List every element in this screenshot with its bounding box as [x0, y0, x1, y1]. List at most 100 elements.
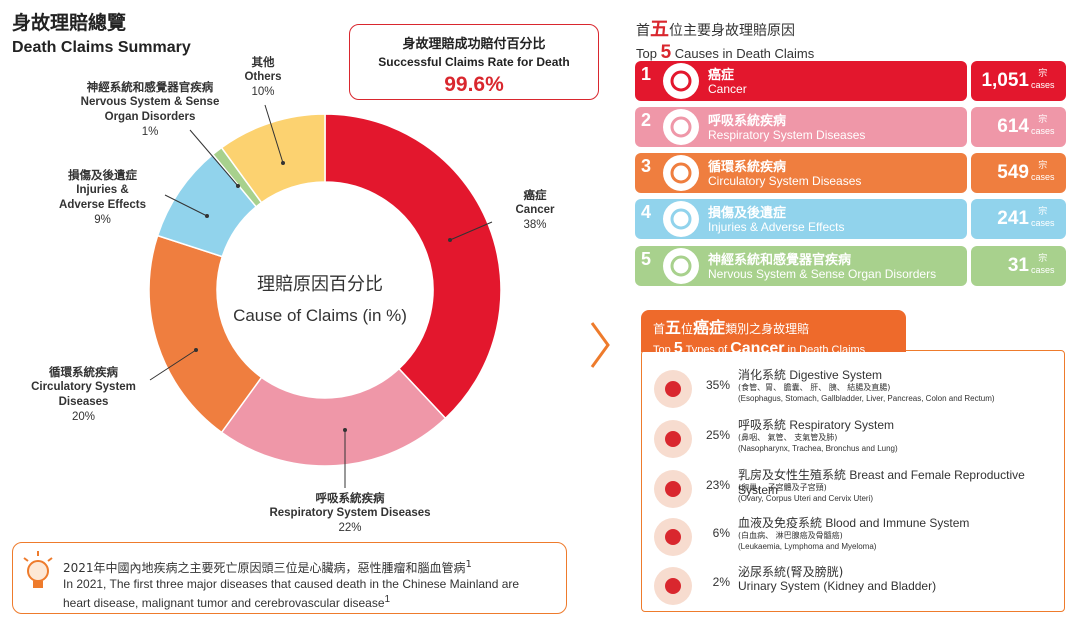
cause-rank: 4: [641, 202, 652, 222]
unit-en: cases: [1031, 218, 1055, 228]
slice-label-others-zh: 其他: [251, 55, 275, 69]
cause-count-5: 31 宗 cases: [971, 246, 1066, 286]
slice-label-injuries-zh: 損傷及後遺症: [68, 168, 137, 182]
success-rate-box: 身故理賠成功賠付百分比 Successful Claims Rate for D…: [349, 24, 599, 100]
cause-row-4: 4 損傷及後遺症 Injuries & Adverse Effects: [635, 199, 967, 239]
cause-row-5: 5 神經系統和感覺器官疾病 Nervous System & Sense Organ…: [635, 246, 967, 286]
donut-slice-circulatory: [148, 234, 263, 434]
slice-label-respiratory: 呼吸系統疾病 Respiratory System Diseases 22%: [250, 491, 450, 536]
page-title: 身故理賠總覽 Death Claims Summary: [12, 8, 191, 57]
slice-label-injuries-en2: Adverse Effects: [59, 199, 146, 211]
donut-slice-respiratory: [220, 367, 447, 467]
cancer-type-row-3: 23% 乳房及女性生殖系統 Breast and Female Reproduct…: [654, 466, 1059, 514]
slice-label-circulatory-pct: 20%: [71, 411, 96, 423]
cancer-type-row-2: 25% 呼吸系統 Respiratory System (鼻咽、 氣管、 支氣管及肺…: [654, 416, 1059, 464]
circulation-icon: [663, 155, 699, 191]
lungs-icon: [654, 420, 692, 458]
leader-dot-cancer: [448, 238, 452, 242]
cancer-type-pct: 25%: [705, 428, 730, 442]
footnote-text: 2021年中國內地疾病之主要死亡原因頭三位是心臟病，惡性腫瘤和腦血管病1 In …: [63, 557, 519, 611]
page-title-en: Death Claims Summary: [12, 39, 191, 56]
cause-name-zh: 損傷及後遺症: [708, 206, 787, 221]
cause-name-zh: 呼吸系統疾病: [708, 114, 787, 129]
blood-drop-icon: [654, 518, 692, 556]
cancer-type-detail-en: (Esophagus, Stomach, Gallbladder, Liver,…: [738, 394, 995, 403]
kidney-icon: [654, 567, 692, 605]
leader-dot-others: [281, 161, 285, 165]
leader-dot-injuries: [205, 214, 209, 218]
cause-count-value: 549: [997, 162, 1029, 183]
cause-rank: 2: [641, 110, 652, 130]
unit-zh: 宗: [1038, 161, 1048, 171]
unit-en: cases: [1031, 126, 1055, 136]
footnote-sup-en: 1: [384, 594, 391, 605]
slice-label-circulatory-zh: 循環系統疾病: [49, 365, 118, 379]
cancer-type-name: 血液及免疫系統 Blood and Immune System: [738, 514, 969, 531]
cause-count-unit: 宗 cases: [1031, 206, 1055, 229]
cancer-type-detail-zh: (食管、胃、 膽囊、 肝、 胰、 結腸及直腸): [738, 383, 891, 392]
lightbulb-icon: [23, 551, 53, 588]
injury-icon: [663, 201, 699, 237]
cancer-type-name: 消化系統 Digestive System: [738, 366, 882, 383]
cause-of-claims-donut-chart: [148, 104, 502, 488]
cancer-type-pct: 23%: [705, 478, 730, 492]
neuron-icon: [663, 248, 699, 284]
cause-name-en: Injuries & Adverse Effects: [708, 220, 845, 234]
cause-count-3: 549 宗 cases: [971, 153, 1066, 193]
leader-line-injuries: [164, 194, 208, 217]
cancer-type-name-zh: 血液及免疫系統: [738, 516, 823, 530]
donut-slices: [148, 113, 502, 467]
cancer-type-pct: 35%: [705, 378, 730, 392]
chart-title-zh: 理賠原因百分比: [257, 274, 383, 295]
page-title-zh: 身故理賠總覽: [12, 12, 127, 34]
cause-row-1: 1 癌症 Cancer: [635, 61, 967, 101]
donut-slice-others: [220, 113, 326, 204]
top5-causes-title: 首五位主要身故理賠原因 Top 5 Causes in Death Claims: [636, 14, 814, 64]
lungs-icon: [663, 109, 699, 145]
slice-label-cancer-en: Cancer: [515, 204, 555, 216]
footnote-sup-zh: 1: [465, 559, 472, 570]
slice-label-injuries-en1: Injuries &: [76, 184, 129, 196]
cancer-type-name-zh: 泌尿系統(腎及膀胱): [738, 565, 844, 579]
cause-count-value: 614: [997, 116, 1029, 137]
uterus-icon: [654, 470, 692, 508]
cancer-type-detail-zh: (鼻咽、 氣管、 支氣管及肺): [738, 433, 838, 442]
cause-name-zh: 神經系統和感覺器官疾病: [708, 253, 852, 268]
cause-name-zh: 循環系統疾病: [708, 160, 787, 175]
cancer-type-name-zh: 消化系統: [738, 368, 787, 382]
cause-rank: 3: [641, 156, 652, 176]
cancer-tab-en-post: in Death Claims: [787, 344, 866, 356]
unit-zh: 宗: [1038, 69, 1048, 79]
cancer-types-tab: 首五位癌症類別之身故理賠 Top 5 Types of Cancer in De…: [641, 310, 906, 357]
slice-label-cancer-zh: 癌症: [523, 188, 547, 202]
cause-count-value: 1,051: [981, 70, 1029, 91]
cancer-tab-zh-pre: 首: [653, 322, 666, 336]
cause-rank: 1: [641, 64, 652, 84]
cause-row-2: 2 呼吸系統疾病 Respiratory System Diseases: [635, 107, 967, 147]
cancer-type-detail-en: (Leukaemia, Lymphoma and Myeloma): [738, 542, 877, 551]
donut-center-label: 理賠原因百分比 Cause of Claims (in %): [215, 270, 425, 326]
cancer-type-detail-en: (Ovary, Corpus Uteri and Cervix Uteri): [738, 494, 873, 503]
cause-count-unit: 宗 cases: [1031, 160, 1055, 183]
footnote-box: 2021年中國內地疾病之主要死亡原因頭三位是心臟病，惡性腫瘤和腦血管病1 In …: [12, 542, 567, 614]
cause-name-zh: 癌症: [708, 68, 735, 83]
slice-label-respiratory-zh: 呼吸系統疾病: [315, 491, 385, 505]
cause-count-1: 1,051 宗 cases: [971, 61, 1066, 101]
cause-name-en: Respiratory System Diseases: [708, 128, 866, 142]
leader-line-nervous: [189, 129, 239, 187]
slice-label-cancer: 癌症 Cancer 38%: [490, 188, 580, 233]
slice-label-nervous-en1: Nervous System & Sense: [80, 96, 220, 108]
slice-label-others-pct: 10%: [251, 86, 275, 98]
success-rate-label-zh: 身故理賠成功賠付百分比: [402, 37, 546, 52]
cause-count-value: 31: [1007, 255, 1029, 276]
stomach-icon: [654, 370, 692, 408]
slice-label-nervous: 神經系統和感覺器官疾病 Nervous System & Sense Organ…: [62, 80, 238, 140]
slice-label-nervous-pct: 1%: [141, 126, 159, 138]
leader-dot-circulatory: [194, 348, 198, 352]
cancer-type-detail-zh: (卵巢、 子宮體及子宮頸): [738, 483, 827, 492]
unit-en: cases: [1031, 265, 1055, 275]
slice-label-nervous-zh: 神經系統和感覺器官疾病: [86, 80, 214, 94]
cause-row-3: 3 循環系統疾病 Circulatory System Diseases: [635, 153, 967, 193]
slice-label-circulatory-en1: Circulatory System: [31, 381, 136, 393]
footnote-en1: In 2021, The first three major diseases …: [63, 577, 520, 591]
